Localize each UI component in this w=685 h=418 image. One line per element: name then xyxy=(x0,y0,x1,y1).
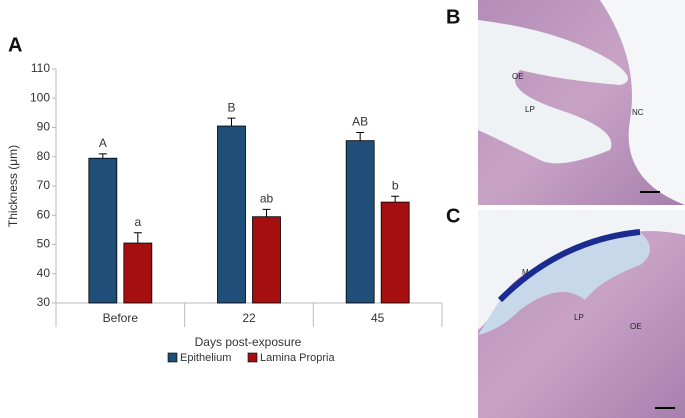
image-label: OE xyxy=(512,72,524,81)
bar xyxy=(345,140,375,304)
bar xyxy=(217,125,246,304)
legend-swatch xyxy=(247,352,258,363)
y-tick-label: 50 xyxy=(37,237,51,251)
y-tick-label: 60 xyxy=(37,207,51,221)
y-tick-label: 110 xyxy=(31,61,50,75)
x-tick-label: 45 xyxy=(371,311,385,325)
image-label: LP xyxy=(574,313,584,322)
significance-label: A xyxy=(99,136,107,150)
error-bar xyxy=(98,153,107,159)
micrograph-c xyxy=(478,210,685,418)
x-axis-label: Days post-exposure xyxy=(195,335,302,349)
error-bar xyxy=(227,117,236,127)
significance-label: b xyxy=(392,178,399,192)
legend-label: Epithelium xyxy=(180,352,231,364)
significance-label: AB xyxy=(352,115,368,129)
error-bar xyxy=(356,131,365,141)
bar xyxy=(123,242,153,304)
error-bar xyxy=(391,195,400,203)
x-tick-label: 22 xyxy=(242,311,256,325)
error-bar xyxy=(133,232,142,244)
y-tick-label: 70 xyxy=(37,178,51,192)
y-axis-label: Thickness (μm) xyxy=(6,145,20,227)
x-tick-label: Before xyxy=(103,311,139,325)
image-label: M xyxy=(522,268,529,277)
y-tick-label: 40 xyxy=(37,266,51,280)
y-tick-label: 100 xyxy=(30,90,50,104)
error-bar xyxy=(262,208,271,217)
image-label: LP xyxy=(525,105,535,114)
legend-swatch xyxy=(167,352,178,363)
image-label: OE xyxy=(630,322,642,331)
significance-label: ab xyxy=(260,192,274,206)
bar xyxy=(380,201,410,304)
significance-label: B xyxy=(227,100,235,114)
y-tick-label: 30 xyxy=(37,295,51,309)
panel-label: C xyxy=(446,205,460,227)
panel-label: A xyxy=(8,34,22,56)
y-tick-label: 90 xyxy=(37,120,51,134)
significance-label: a xyxy=(134,215,141,229)
y-tick-label: 80 xyxy=(37,149,51,163)
panel-label: B xyxy=(446,6,460,28)
micrograph-b xyxy=(478,0,685,205)
image-label: NC xyxy=(632,108,644,117)
bar xyxy=(88,157,118,304)
bar xyxy=(252,216,281,304)
legend-label: Lamina Propria xyxy=(260,352,335,364)
